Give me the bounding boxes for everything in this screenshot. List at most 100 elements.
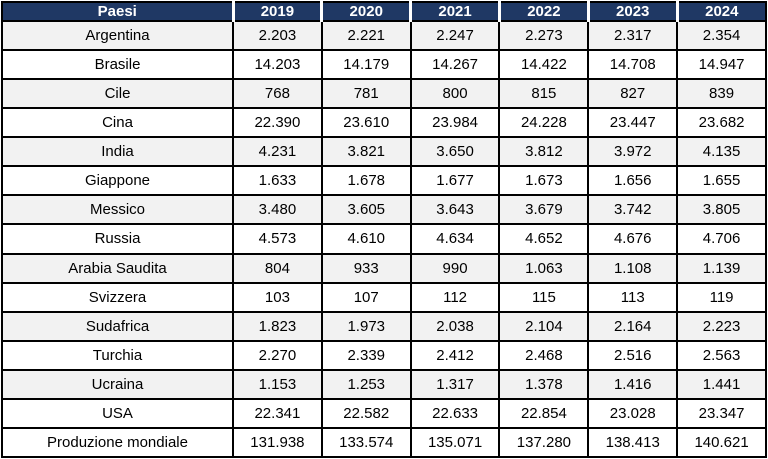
total-value-cell: 135.071 — [409, 426, 501, 459]
value-cell: 22.582 — [320, 397, 412, 429]
value-cell: 1.973 — [320, 310, 412, 342]
value-cell: 3.812 — [498, 136, 590, 168]
value-cell: 14.179 — [320, 49, 412, 81]
value-cell: 103 — [232, 281, 323, 313]
value-cell: 14.267 — [409, 49, 501, 81]
value-cell: 1.633 — [232, 165, 323, 197]
table-row: USA 22.341 22.582 22.633 22.854 23.028 23.347 — [1, 397, 767, 429]
country-cell: Turchia — [1, 339, 234, 371]
table-row: India 4.231 3.821 3.650 3.812 3.972 4.135 — [1, 136, 767, 168]
value-cell: 3.805 — [676, 194, 767, 226]
country-cell: Svizzera — [1, 281, 234, 313]
value-cell: 768 — [232, 78, 323, 110]
country-cell: Brasile — [1, 49, 234, 81]
value-cell: 14.708 — [587, 49, 679, 81]
value-cell: 22.341 — [232, 397, 323, 429]
value-cell: 3.480 — [232, 194, 323, 226]
value-cell: 1.416 — [587, 368, 679, 400]
value-cell: 2.221 — [320, 19, 412, 52]
value-cell: 2.223 — [676, 310, 767, 342]
value-cell: 3.742 — [587, 194, 679, 226]
value-cell: 804 — [232, 252, 323, 284]
value-cell: 4.706 — [676, 223, 767, 255]
value-cell: 3.679 — [498, 194, 590, 226]
value-cell: 22.633 — [409, 397, 501, 429]
total-row: Produzione mondiale 131.938 133.574 135.071… — [1, 426, 767, 459]
value-cell: 113 — [587, 281, 679, 313]
value-cell: 119 — [676, 281, 767, 313]
total-label-cell: Produzione mondiale — [1, 426, 234, 459]
table-row: Messico 3.480 3.605 3.643 3.679 3.742 3.805 — [1, 194, 767, 226]
country-cell: Ucraina — [1, 368, 234, 400]
value-cell: 1.441 — [676, 368, 767, 400]
header-cell-year-2022: 2022 — [497, 1, 590, 22]
table-row: Turchia 2.270 2.339 2.412 2.468 2.516 2.563 — [1, 339, 767, 371]
value-cell: 1.673 — [498, 165, 590, 197]
header-row: Paesi 2019 2020 2021 2022 2023 2024 — [1, 1, 767, 22]
header-cell-paesi: Paesi — [1, 1, 235, 22]
value-cell: 22.854 — [498, 397, 590, 429]
table-row: Cina 22.390 23.610 23.984 24.228 23.447 23.682 — [1, 107, 767, 139]
table-row: Sudafrica 1.823 1.973 2.038 2.104 2.164 2.223 — [1, 310, 767, 342]
value-cell: 14.947 — [676, 49, 767, 81]
value-cell: 23.347 — [676, 397, 767, 429]
header-cell-year-2021: 2021 — [409, 1, 501, 22]
value-cell: 2.273 — [498, 19, 590, 52]
country-cell: India — [1, 136, 234, 168]
value-cell: 1.677 — [409, 165, 501, 197]
country-cell: Sudafrica — [1, 310, 234, 342]
value-cell: 839 — [676, 78, 767, 110]
table-row: Giappone 1.633 1.678 1.677 1.673 1.656 1.655 — [1, 165, 767, 197]
value-cell: 3.650 — [409, 136, 501, 168]
value-cell: 14.203 — [232, 49, 323, 81]
value-cell: 1.655 — [676, 165, 767, 197]
value-cell: 14.422 — [498, 49, 590, 81]
value-cell: 2.203 — [232, 19, 323, 52]
header-cell-year-2024: 2024 — [675, 1, 767, 22]
total-value-cell: 137.280 — [498, 426, 590, 459]
table-header: Paesi 2019 2020 2021 2022 2023 2024 — [1, 1, 767, 22]
country-cell: Arabia Saudita — [1, 252, 234, 284]
value-cell: 2.164 — [587, 310, 679, 342]
value-cell: 1.139 — [676, 252, 767, 284]
table-row: Russia 4.573 4.610 4.634 4.652 4.676 4.706 — [1, 223, 767, 255]
country-cell: Cina — [1, 107, 234, 139]
country-cell: Giappone — [1, 165, 234, 197]
value-cell: 23.610 — [320, 107, 412, 139]
value-cell: 4.676 — [587, 223, 679, 255]
total-value-cell: 140.621 — [676, 426, 767, 459]
country-cell: Russia — [1, 223, 234, 255]
value-cell: 112 — [409, 281, 501, 313]
table-row: Cile 768 781 800 815 827 839 — [1, 78, 767, 110]
value-cell: 2.104 — [498, 310, 590, 342]
value-cell: 2.247 — [409, 19, 501, 52]
table-row: Svizzera 103 107 112 115 113 119 — [1, 281, 767, 313]
country-cell: Argentina — [1, 19, 234, 52]
value-cell: 23.028 — [587, 397, 679, 429]
value-cell: 4.573 — [232, 223, 323, 255]
value-cell: 23.682 — [676, 107, 767, 139]
total-value-cell: 131.938 — [232, 426, 323, 459]
table-row: Brasile 14.203 14.179 14.267 14.422 14.708 14.… — [1, 49, 767, 81]
value-cell: 3.821 — [320, 136, 412, 168]
value-cell: 1.063 — [498, 252, 590, 284]
value-cell: 1.823 — [232, 310, 323, 342]
value-cell: 1.656 — [587, 165, 679, 197]
header-cell-year-2019: 2019 — [231, 1, 324, 22]
table-row: Ucraina 1.153 1.253 1.317 1.378 1.416 1.441 — [1, 368, 767, 400]
header-cell-year-2020: 2020 — [320, 1, 413, 22]
value-cell: 4.135 — [676, 136, 767, 168]
value-cell: 3.972 — [587, 136, 679, 168]
value-cell: 4.231 — [232, 136, 323, 168]
value-cell: 2.468 — [498, 339, 590, 371]
value-cell: 1.317 — [409, 368, 501, 400]
value-cell: 2.412 — [409, 339, 501, 371]
value-cell: 781 — [320, 78, 412, 110]
value-cell: 1.153 — [232, 368, 323, 400]
value-cell: 24.228 — [498, 107, 590, 139]
table-body: Argentina 2.203 2.221 2.247 2.273 2.317 2.354 B… — [1, 19, 767, 459]
value-cell: 2.354 — [676, 19, 767, 52]
value-cell: 2.317 — [587, 19, 679, 52]
